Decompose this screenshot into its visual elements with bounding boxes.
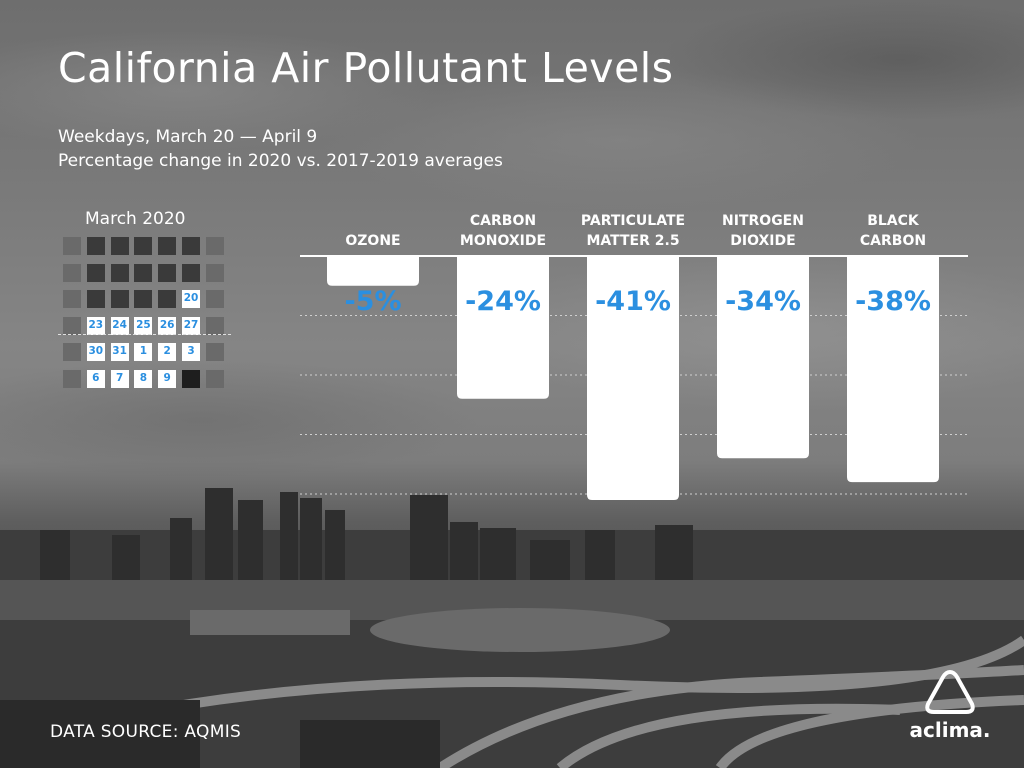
category-label-line: BLACK <box>867 213 920 229</box>
aclima-logo-icon <box>925 670 975 714</box>
calendar-day-empty <box>134 290 153 308</box>
category-label-line: PARTICULATE <box>581 213 685 229</box>
calendar-day-2: 2 <box>158 343 177 361</box>
calendar-day-empty <box>134 237 153 255</box>
calendar-day-empty <box>158 290 177 308</box>
city-skyline <box>0 488 1024 768</box>
calendar-day-empty <box>205 316 224 335</box>
calendar-day-30: 30 <box>86 343 105 361</box>
category-label-line: DIOXIDE <box>730 233 795 249</box>
calendar-day-empty <box>205 343 224 361</box>
calendar-day-empty <box>86 263 105 282</box>
calendar-day-empty <box>110 263 129 282</box>
category-label: NITROGEN DIOXIDE <box>722 213 804 249</box>
calendar-day-9: 9 <box>158 369 177 388</box>
calendar-day-empty <box>63 237 81 255</box>
aclima-logo: aclima. <box>900 668 1000 748</box>
calendar-day-empty <box>205 369 224 388</box>
calendar-day-25: 25 <box>134 316 153 335</box>
calendar-grid: 20 23 24 25 26 27 30 31 1 2 3 6 7 8 9 <box>63 237 224 388</box>
category-label-line: OZONE <box>345 233 400 249</box>
data-label: -24% <box>465 286 541 317</box>
calendar-title: March 2020 <box>85 209 186 229</box>
category-label-line: CARBON <box>470 213 536 229</box>
category-label: OZONE <box>345 233 400 249</box>
calendar-day-empty <box>182 263 200 282</box>
calendar-day-empty <box>63 369 81 388</box>
category-label: PARTICULATE MATTER 2.5 <box>581 213 685 249</box>
calendar-day-empty <box>205 237 224 255</box>
calendar-day-empty <box>205 263 224 282</box>
category-label-line: MONOXIDE <box>460 233 546 249</box>
calendar-day-empty <box>158 237 177 255</box>
calendar-day-23: 23 <box>86 316 105 335</box>
calendar-day-empty <box>205 290 224 308</box>
calendar-day-empty <box>63 316 81 335</box>
calendar-day-8: 8 <box>134 369 153 388</box>
page-title: California Air Pollutant Levels <box>58 44 674 92</box>
subtitle-description: Percentage change in 2020 vs. 2017-2019 … <box>58 151 503 171</box>
calendar-day-empty <box>63 290 81 308</box>
data-source: DATA SOURCE: AQMIS <box>50 722 242 742</box>
data-label: -5% <box>344 286 401 317</box>
calendar-day-31: 31 <box>110 343 129 361</box>
bar <box>847 256 939 483</box>
calendar-day-empty <box>110 290 129 308</box>
calendar-day-empty <box>86 237 105 255</box>
calendar-day-empty <box>63 343 81 361</box>
bar <box>587 256 679 500</box>
calendar-day-empty <box>110 237 129 255</box>
category-label-line: NITROGEN <box>722 213 804 229</box>
category-label: CARBON MONOXIDE <box>460 213 546 249</box>
calendar-day-empty <box>134 263 153 282</box>
calendar-day-3: 3 <box>182 343 200 361</box>
calendar-day-empty <box>86 290 105 308</box>
calendar-day-20: 20 <box>182 290 200 308</box>
category-label: BLACK CARBON <box>860 213 926 249</box>
bar <box>717 256 809 459</box>
data-label: -34% <box>725 286 801 317</box>
calendar-day-26: 26 <box>158 316 177 335</box>
category-label-line: CARBON <box>860 233 926 249</box>
subtitle-date-range: Weekdays, March 20 — April 9 <box>58 127 318 147</box>
calendar-day-6: 6 <box>86 369 105 388</box>
data-label: -41% <box>595 286 671 317</box>
data-label: -38% <box>855 286 931 317</box>
category-label-line: MATTER 2.5 <box>586 233 679 249</box>
calendar-day-7: 7 <box>110 369 129 388</box>
calendar-day-24: 24 <box>110 316 129 335</box>
calendar-day-1: 1 <box>134 343 153 361</box>
calendar-day-27: 27 <box>182 316 200 335</box>
bar <box>327 256 419 286</box>
calendar-day-empty <box>182 369 200 388</box>
bar <box>457 256 549 399</box>
calendar-separator <box>58 334 231 335</box>
calendar-day-empty <box>182 237 200 255</box>
calendar-day-empty <box>158 263 177 282</box>
calendar-day-empty <box>63 263 81 282</box>
aclima-logo-text: aclima. <box>909 718 991 742</box>
